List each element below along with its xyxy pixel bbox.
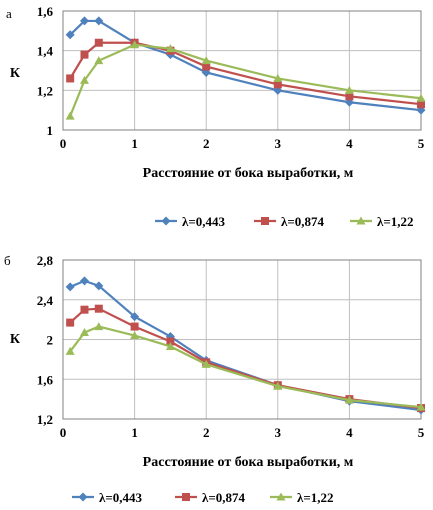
- data-point-series-1: [80, 50, 89, 59]
- plot-frame: [62, 259, 422, 420]
- legend-marker: [161, 216, 171, 226]
- data-point-series-2: [65, 111, 75, 120]
- x-tick-label: 1: [131, 425, 138, 440]
- data-point-series-0: [94, 16, 104, 26]
- x-tick-label: 5: [418, 425, 425, 440]
- legend-label: λ=1,22: [377, 214, 414, 229]
- data-point-series-0: [94, 281, 104, 291]
- legend-label: λ=0,443: [99, 490, 143, 505]
- plot-frame: [62, 10, 422, 131]
- panel-label: б: [4, 253, 11, 268]
- data-point-series-1: [94, 304, 103, 313]
- y-axis-label: К: [10, 332, 21, 347]
- data-point-series-2: [79, 75, 89, 84]
- x-axis-label: Расстояние от бока выработки, м: [143, 166, 354, 181]
- data-point-series-1: [94, 38, 103, 47]
- data-point-series-2: [344, 85, 354, 94]
- data-point-series-1: [80, 305, 89, 314]
- data-point-series-0: [130, 312, 140, 322]
- legend-marker: [276, 492, 286, 501]
- series-line-1: [69, 41, 422, 106]
- x-tick-label: 2: [203, 136, 210, 151]
- data-point-series-1: [130, 322, 139, 331]
- x-tick-label: 2: [203, 425, 210, 440]
- data-point-series-2: [130, 331, 140, 340]
- data-point-series-0: [65, 30, 75, 40]
- legend-label: λ=0,443: [182, 214, 226, 229]
- data-point-series-1: [273, 80, 282, 89]
- data-point-series-2: [201, 56, 211, 65]
- legend-label: λ=0,874: [202, 490, 246, 505]
- data-point-series-2: [130, 40, 140, 49]
- panel-label: а: [6, 6, 12, 21]
- x-tick-label: 0: [60, 136, 67, 151]
- y-tick-label: 1,6: [37, 372, 54, 387]
- legend-marker: [182, 493, 190, 501]
- data-point-series-2: [344, 395, 354, 404]
- data-point-series-2: [94, 322, 104, 331]
- chart-panel-b: б К Расстояние от бока выработки, м 0 1 2 3 4 5 1…: [4, 253, 426, 505]
- data-point-series-2: [165, 44, 175, 53]
- y-tick-label: 2,8: [37, 253, 54, 268]
- x-tick-label: 3: [275, 136, 282, 151]
- data-point-series-1: [345, 92, 354, 101]
- y-tick-label: 1,2: [37, 412, 53, 427]
- data-point-series-2: [273, 381, 283, 390]
- legend-marker: [261, 217, 269, 225]
- data-point-series-2: [416, 402, 426, 411]
- y-tick-label: 2: [47, 333, 54, 348]
- y-axis-label: К: [10, 66, 21, 81]
- x-tick-label: 1: [131, 136, 138, 151]
- data-point-series-1: [202, 62, 211, 71]
- x-tick-label: 0: [60, 425, 67, 440]
- data-point-series-1: [166, 337, 175, 346]
- y-tick-label: 1,2: [37, 83, 53, 98]
- x-tick-label: 4: [346, 136, 353, 151]
- legend-label: λ=1,22: [297, 490, 334, 505]
- x-axis-label: Расстояние от бока выработки, м: [143, 455, 354, 470]
- legend-marker: [78, 492, 88, 502]
- x-tick-label: 4: [346, 425, 353, 440]
- data-point-series-2: [201, 359, 211, 368]
- x-tick-label: 5: [418, 136, 425, 151]
- data-point-series-2: [79, 328, 89, 337]
- data-point-series-0: [65, 282, 75, 292]
- x-tick-label: 3: [275, 425, 282, 440]
- y-tick-label: 1,4: [37, 44, 54, 59]
- legend-label: λ=0,874: [281, 214, 325, 229]
- data-point-series-2: [416, 93, 426, 102]
- data-point-series-0: [79, 276, 89, 286]
- series-line-1: [69, 307, 422, 410]
- data-point-series-1: [66, 318, 75, 327]
- series-line-0: [69, 19, 422, 112]
- data-point-series-2: [165, 341, 175, 350]
- y-tick-label: 1: [47, 123, 54, 138]
- data-point-series-2: [65, 346, 75, 355]
- y-tick-label: 1,6: [37, 4, 54, 19]
- data-point-series-0: [79, 16, 89, 26]
- series-line-2: [69, 325, 422, 409]
- data-point-series-1: [66, 74, 75, 83]
- data-point-series-2: [94, 56, 104, 65]
- data-point-series-1: [417, 100, 425, 109]
- data-point-series-2: [273, 73, 283, 82]
- legend-marker: [356, 216, 366, 225]
- y-tick-label: 2,4: [37, 293, 54, 308]
